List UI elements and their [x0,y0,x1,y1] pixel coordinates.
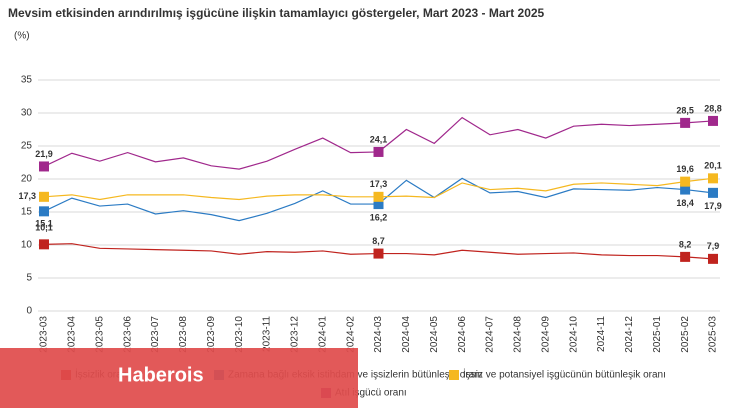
y-tick-label: 20 [21,174,33,185]
x-tick-label: 2025-02 [680,316,691,353]
point-marker [680,251,691,262]
point-marker [39,191,49,202]
y-tick-label: 5 [26,273,32,284]
data-label: 19,6 [676,164,694,174]
watermark-text: Haberois [118,364,204,386]
x-tick-label: 2023-08 [178,316,189,353]
watermark-banner [0,348,358,408]
y-tick-label: 25 [21,141,33,152]
point-marker [373,199,384,210]
x-tick-label: 2024-01 [317,316,328,353]
x-tick-label: 2024-05 [429,316,440,353]
x-tick-label: 2024-02 [345,316,356,353]
x-tick-label: 2024-08 [513,316,524,353]
point-marker [708,187,718,198]
data-label: 18,4 [676,198,694,208]
point-marker [373,191,384,202]
data-label: 7,9 [707,241,720,251]
data-label: 21,9 [35,149,53,159]
point-marker [373,248,384,259]
point-marker [39,206,49,217]
x-tick-label: 2024-11 [596,316,607,352]
y-tick-label: 30 [21,108,33,119]
chart-subtitle: (%) [14,31,30,42]
point-marker [708,115,718,126]
x-tick-label: 2023-07 [150,316,161,353]
x-tick-label: 2024-10 [568,316,579,353]
data-label: 28,8 [704,103,722,113]
point-marker [680,176,691,187]
x-tick-label: 2023-03 [39,316,50,353]
chart-title: Mevsim etkisinden arındırılmış işgücüne … [8,6,545,20]
y-tick-label: 10 [21,240,33,251]
x-tick-label: 2023-10 [234,316,245,353]
x-tick-label: 2023-12 [290,316,301,353]
x-tick-label: 2024-07 [485,316,496,353]
data-label: 10,1 [35,223,53,233]
point-marker [680,184,691,195]
data-label: 15,1 [35,219,53,229]
point-marker [39,161,49,172]
legend-swatch [449,370,459,380]
y-tick-label: 35 [21,75,33,86]
x-tick-label: 2024-06 [457,316,468,353]
x-tick-label: 2023-04 [67,316,78,353]
x-tick-label: 2024-03 [373,316,384,353]
point-marker [373,146,384,157]
x-tick-label: 2024-09 [540,316,551,353]
data-label: 28,5 [676,105,694,115]
y-tick-label: 15 [21,207,33,218]
x-tick-label: 2023-09 [206,316,217,353]
data-label: 17,9 [704,201,722,211]
x-tick-label: 2025-01 [652,316,663,353]
x-tick-label: 2024-12 [624,316,635,353]
x-tick-label: 2023-05 [94,316,105,353]
point-marker [680,117,691,128]
data-label: 8,7 [372,236,385,246]
point-marker [39,239,49,250]
point-marker [708,253,718,264]
data-label: 16,2 [370,212,388,222]
x-tick-label: 2025-03 [708,316,719,353]
y-tick-label: 0 [26,306,32,317]
point-marker [708,173,718,184]
data-label: 20,1 [704,161,722,171]
legend-label: İşsiz ve potansiyel işgücünün bütünleşik… [463,368,666,381]
x-tick-label: 2023-11 [262,316,273,352]
x-tick-label: 2024-04 [401,316,412,353]
x-tick-label: 2023-06 [122,316,133,353]
data-label: 8,2 [679,239,692,249]
data-label: 17,3 [18,191,36,201]
data-label: 17,3 [370,179,388,189]
legend-label: Atıl işgücü oranı [335,388,407,399]
data-label: 24,1 [370,134,388,144]
